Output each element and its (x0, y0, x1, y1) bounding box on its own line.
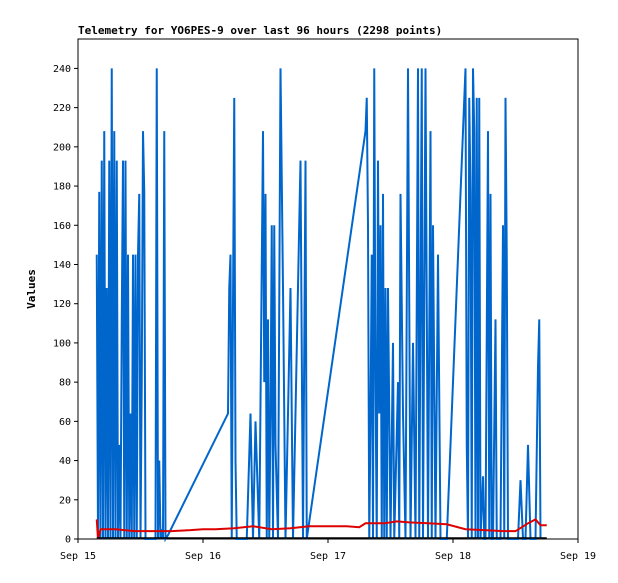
y-tick-label: 140 (53, 260, 71, 271)
y-tick-label: 220 (53, 103, 71, 114)
chart-title: Telemetry for YO6PES-9 over last 96 hour… (78, 24, 442, 37)
y-tick-label: 20 (59, 495, 71, 506)
series-line-2 (95, 518, 547, 540)
y-tick-label: 40 (59, 456, 71, 467)
y-tick-label: 200 (53, 142, 71, 153)
series-line-1 (95, 68, 542, 543)
x-tick-label: Sep 17 (310, 551, 346, 562)
y-axis-label: Values (25, 269, 38, 309)
y-tick-label: 80 (59, 378, 71, 389)
y-tick-label: 120 (53, 299, 71, 310)
x-tick-label: Sep 15 (60, 551, 96, 562)
y-tick-label: 100 (53, 338, 71, 349)
y-tick-label: 160 (53, 221, 71, 232)
y-tick-label: 0 (65, 535, 71, 546)
x-tick-label: Sep 18 (435, 551, 471, 562)
y-tick-label: 60 (59, 417, 71, 428)
y-tick-label: 240 (53, 64, 71, 75)
y-tick-label: 180 (53, 182, 71, 193)
x-tick-label: Sep 19 (560, 551, 596, 562)
plot-area: 0 20 40 60 80 100 120 140 160 180 200 220 240 Sep 15 S… (53, 38, 596, 562)
x-tick-label: Sep 16 (185, 551, 221, 562)
